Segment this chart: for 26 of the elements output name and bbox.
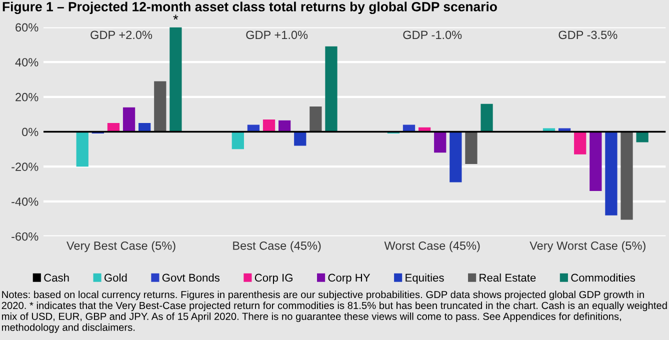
legend-label: Cash (44, 274, 69, 282)
y-tick-label: 60% (16, 23, 38, 32)
y-tick-label: 40% (15, 58, 38, 66)
legend-label: Govt Bonds (162, 274, 220, 282)
y-tick-label: -20% (12, 162, 38, 171)
y-tick-label: 0% (22, 128, 38, 136)
x-tick-label: Best Case (45%) (233, 241, 321, 252)
y-tick-label: -40% (12, 197, 38, 206)
y-tick-label: -60% (12, 232, 38, 241)
annotation: GDP -1.0% (403, 30, 462, 40)
annotation: GDP +1.0% (246, 30, 308, 40)
y-tick-label: 20% (16, 92, 38, 102)
text: * (173, 14, 178, 20)
legend-label: Corp HY (328, 274, 370, 284)
x-tick-label: Very Best Case (5%) (66, 241, 176, 252)
text: Notes: based on local currency returns. Figures in parenthesis are our subjective probabilities. GDP data shows projected global GDP growth in 2020. * indicates that the Very Best-Case projected return for commodities is 81.5% but has been truncated in the chart. Cash is an equally weighted mix of USD, EUR, GBP and JPY. As of 15 April 2020. There is no guarantee these views will come to pass. See Appendices for definitions, methodology and disclaimers. (2, 290, 667, 333)
legend-label: Real Estate (480, 274, 536, 282)
x-tick-label: Worst Case (45%) (384, 241, 480, 252)
chart-title: Figure 1 – Projected 12-month asset class total returns by global GDP scenario (2, 2, 497, 14)
x-tick-label: Very Worst Case (5%) (530, 241, 646, 252)
annotation: GDP +2.0% (90, 30, 152, 40)
annotation: GDP -3.5% (558, 30, 618, 40)
legend-label: Equities (406, 274, 444, 284)
legend-label: Commodities (571, 274, 636, 282)
legend-label: Corp IG (254, 274, 292, 284)
legend-label: Gold (104, 274, 127, 282)
